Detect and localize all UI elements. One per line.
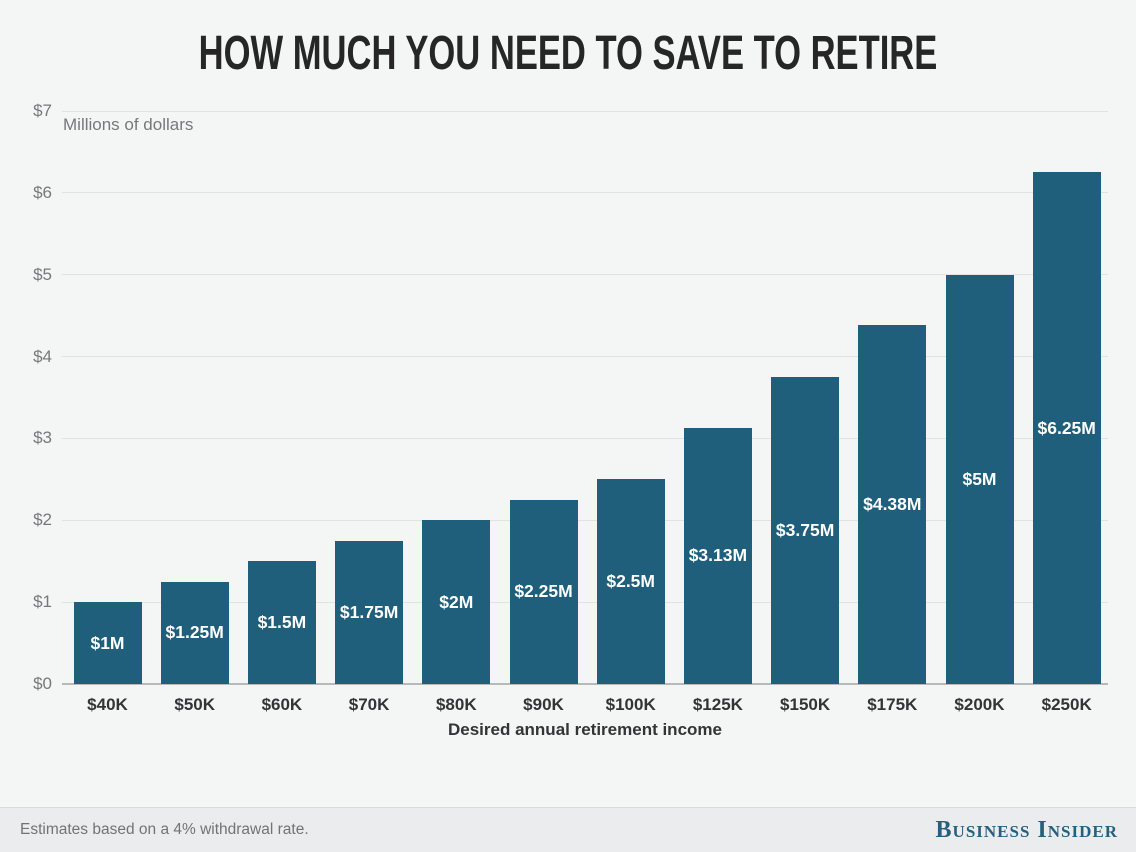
y-tick-label: $5 (33, 264, 52, 284)
x-tick-label: $125K (692, 695, 743, 714)
y-axis-unit-label: Millions of dollars (63, 115, 194, 134)
x-tick-label: $175K (867, 695, 918, 714)
bar-value-label: $2.25M (514, 581, 573, 602)
bar-90k: $2.25M (509, 499, 578, 684)
x-tick-label: $250K (1041, 695, 1092, 714)
bar-70k: $1.75M (335, 540, 404, 684)
gridline (62, 192, 1108, 194)
bar-175k: $4.38M (858, 325, 927, 684)
brand-logo: Business Insider (935, 816, 1118, 843)
y-tick-label: $1 (33, 592, 52, 612)
gridline (62, 437, 1108, 439)
bar-50k: $1.25M (160, 581, 229, 684)
gridline (62, 356, 1108, 358)
x-tick-label: $200K (954, 695, 1005, 714)
x-tick-label: $90K (523, 695, 564, 714)
bar-125k: $3.13M (683, 427, 752, 684)
x-tick-label: $150K (780, 695, 831, 714)
y-tick-label: $0 (33, 674, 52, 693)
y-tick-label: $4 (33, 346, 52, 366)
bar-value-label: $2.5M (606, 571, 655, 592)
footer-bar: Estimates based on a 4% withdrawal rate.… (0, 807, 1136, 852)
gridline (62, 601, 1108, 603)
bar-value-label: $3.75M (775, 520, 835, 540)
x-tick-label: $100K (605, 695, 656, 714)
bar-value-label: $3.13M (688, 545, 748, 566)
x-axis-line (62, 683, 1108, 685)
chart-title: HOW MUCH YOU NEED TO SAVE TO RETIRE (198, 27, 938, 80)
gridline (62, 274, 1108, 276)
x-tick-label: $80K (435, 695, 477, 714)
bar-value-label: $1.25M (165, 622, 224, 643)
bar-150k: $3.75M (771, 377, 840, 684)
y-tick-label: $6 (33, 182, 52, 202)
y-tick-label: $3 (33, 428, 52, 448)
bar-200k: $5M (945, 274, 1014, 684)
gridline (62, 110, 1108, 112)
bar-60k: $1.5M (247, 561, 316, 684)
bar-value-label: $4.38M (863, 494, 922, 515)
bar-value-label: $5M (962, 468, 997, 489)
footnote-text: Estimates based on a 4% withdrawal rate. (20, 821, 309, 838)
bar-250k: $6.25M (1032, 172, 1101, 684)
x-tick-label: $70K (348, 695, 390, 714)
x-tick-label: $40K (87, 695, 128, 714)
bar-value-label: $6.25M (1037, 417, 1096, 438)
x-tick-label: $50K (174, 695, 215, 714)
bar-value-label: $1.75M (339, 601, 399, 622)
bar-value-label: $2M (439, 591, 474, 612)
x-tick-label: $60K (261, 695, 303, 714)
bar-40k: $1M (73, 602, 142, 684)
bar-value-label: $1M (90, 632, 125, 653)
bar-80k: $2M (422, 520, 491, 684)
y-tick-label: $7 (33, 101, 52, 120)
gridline (62, 519, 1108, 521)
bar-100k: $2.5M (596, 479, 665, 684)
bar-value-label: $1.5M (257, 612, 307, 633)
x-axis-title: Desired annual retirement income (448, 720, 722, 739)
y-tick-label: $2 (33, 510, 52, 530)
